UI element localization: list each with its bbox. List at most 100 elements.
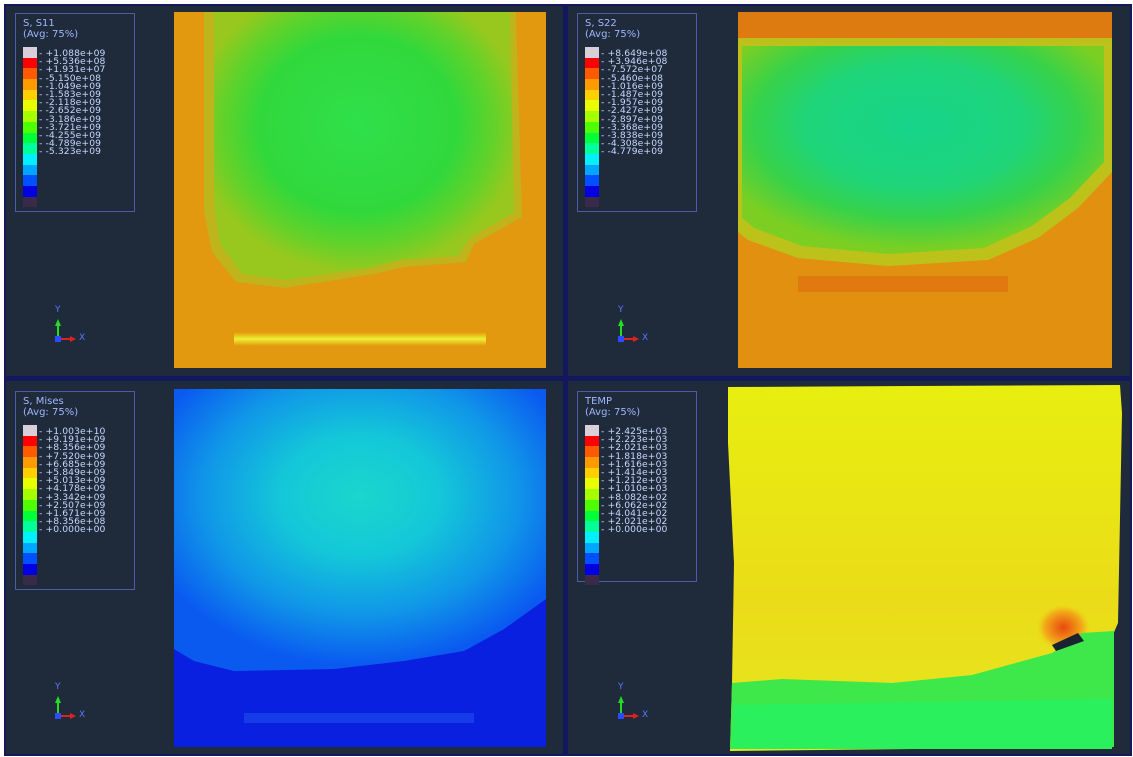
legend-swatch [585,121,599,133]
contour-legend: TEMP (Avg: 75%) +2.425e+03 +2.223e+03 +2… [577,391,697,586]
contour-plot-s22[interactable] [738,12,1112,368]
legend-value: +1.010e+03 [601,484,667,493]
triad-y-label: Y [55,682,61,692]
legend-value: -4.255e+09 [39,131,105,140]
legend-swatch [23,153,37,165]
legend-swatch [23,435,37,447]
legend-swatch [23,489,37,500]
contour-plot-temp[interactable] [722,383,1128,753]
legend-value: +3.342e+09 [39,492,105,501]
legend-swatch [23,89,37,101]
legend-swatch [585,499,599,511]
legend-swatch [585,68,599,80]
legend-swatch [23,121,37,133]
legend-value: +8.356e+09 [39,443,105,452]
triad-x-label: X [79,710,86,720]
legend-swatch [23,143,37,154]
legend-swatch [585,542,599,554]
legend-averaging: (Avg: 75%) [23,29,79,40]
legend-swatch [585,143,599,154]
legend-title: TEMP [585,396,613,407]
legend-color-bar [585,47,599,208]
legend-value: -1.049e+09 [39,82,105,91]
legend-value: +7.520e+09 [39,451,105,460]
legend-swatch [23,68,37,80]
legend-value: +5.013e+09 [39,476,105,485]
coordinate-triad-icon: Y X [48,303,108,353]
legend-color-bar [23,425,37,586]
legend-value: +0.000e+00 [601,525,667,534]
coordinate-triad-icon: Y X [48,680,108,730]
legend-value: +1.671e+09 [39,509,105,518]
legend-values: +2.425e+03 +2.223e+03 +2.021e+03 +1.818e… [601,427,667,535]
viewport-s11[interactable]: S, S11 (Avg: 75%) +1.088e+09 +5.536e+08 … [6,6,563,376]
legend-title: S, Mises [23,396,64,407]
legend-value: -1.957e+09 [601,98,667,107]
legend-value: -2.652e+09 [39,106,105,115]
legend-values: +1.088e+09 +5.536e+08 +1.931e+07 -5.150e… [39,49,105,157]
contour-plot-mises[interactable] [174,389,546,747]
legend-swatch [23,79,37,90]
legend-value: -2.118e+09 [39,98,105,107]
legend-averaging: (Avg: 75%) [585,29,641,40]
legend-value: +0.000e+00 [39,525,105,534]
legend-title: S, S22 [585,18,617,29]
triad-x-label: X [642,710,649,720]
legend-value: +2.425e+03 [601,427,667,436]
legend-swatch [23,47,37,58]
legend-title: S, S11 [23,18,55,29]
legend-value: -4.789e+09 [39,139,105,148]
legend-value: +8.356e+08 [39,517,105,526]
legend-value: -3.186e+09 [39,114,105,123]
legend-swatch [585,132,599,144]
legend-value: -5.150e+08 [39,73,105,82]
legend-swatch [23,478,37,490]
legend-swatch [23,164,37,176]
legend-value: +2.021e+02 [601,517,667,526]
legend-swatch [585,47,599,58]
legend-value: +8.082e+02 [601,492,667,501]
legend-swatch [585,175,599,186]
legend-value: +1.212e+03 [601,476,667,485]
legend-values: +1.003e+10 +9.191e+09 +8.356e+09 +7.520e… [39,427,105,535]
legend-swatch [585,89,599,101]
contour-legend: S, Mises (Avg: 75%) +1.003e+10 +9.191e+0… [15,391,135,590]
legend-swatch [585,100,599,112]
legend-swatch [585,574,599,586]
legend-value: +4.178e+09 [39,484,105,493]
legend-value: -2.897e+09 [601,114,667,123]
triad-x-label: X [642,333,649,343]
viewport-temp[interactable]: TEMP (Avg: 75%) +2.425e+03 +2.223e+03 +2… [568,381,1130,754]
legend-swatch [23,57,37,69]
legend-swatch [23,574,37,586]
legend-value: -2.427e+09 [601,106,667,115]
legend-value: +9.191e+09 [39,435,105,444]
legend-value: -1.487e+09 [601,90,667,99]
contour-plot-s11[interactable] [174,12,546,368]
legend-value: +2.223e+03 [601,435,667,444]
legend-swatch [585,79,599,90]
legend-swatch [23,467,37,479]
legend-value: +8.649e+08 [601,49,667,58]
legend-swatch [585,478,599,490]
legend-swatch [23,553,37,564]
viewport-mises[interactable]: S, Mises (Avg: 75%) +1.003e+10 +9.191e+0… [6,381,563,754]
legend-swatch [585,425,599,436]
triad-y-label: Y [618,682,624,692]
legend-value: +1.414e+03 [601,468,667,477]
contour-legend: S, S22 (Avg: 75%) +8.649e+08 +3.946e+08 … [577,13,697,212]
legend-swatch [23,111,37,122]
viewport-s22[interactable]: S, S22 (Avg: 75%) +8.649e+08 +3.946e+08 … [568,6,1130,376]
legend-swatch [23,457,37,468]
legend-value: +6.685e+09 [39,460,105,469]
legend-swatch [23,521,37,532]
legend-value: -3.368e+09 [601,123,667,132]
legend-value: -1.016e+09 [601,82,667,91]
legend-swatch [585,57,599,69]
legend-swatch [585,164,599,176]
legend-swatch [23,132,37,144]
legend-swatch [585,467,599,479]
coordinate-triad-icon: Y X [611,303,671,353]
legend-swatch [23,100,37,112]
legend-value: +2.507e+09 [39,501,105,510]
